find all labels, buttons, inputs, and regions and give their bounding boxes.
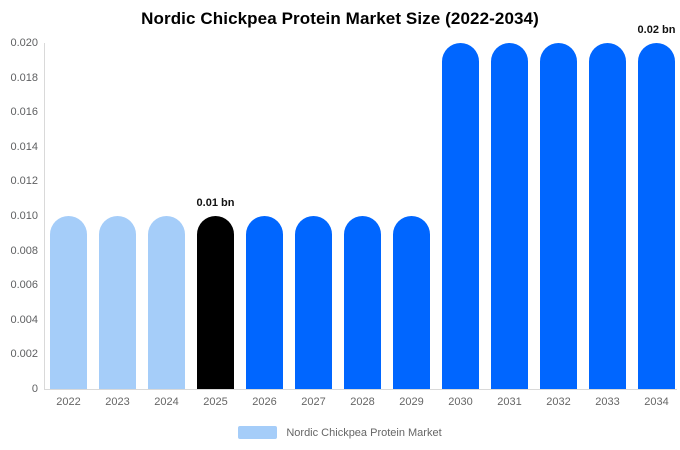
bar-2032[interactable]: [540, 43, 577, 389]
x-tick-2023: 2023: [105, 396, 130, 408]
legend-label: Nordic Chickpea Protein Market: [286, 426, 442, 439]
y-tick-0.018: 0.018: [10, 71, 38, 84]
legend[interactable]: Nordic Chickpea Protein Market: [0, 426, 680, 439]
y-tick-0: 0: [31, 383, 38, 395]
bar-2031[interactable]: [491, 43, 528, 389]
plot-area: 0.020 0.018 0.016 0.014 0.012 0.010 0.008 0.006…: [10, 24, 677, 408]
x-tick-2032: 2032: [546, 396, 571, 408]
x-tick-2022: 2022: [56, 396, 81, 408]
bar-2033[interactable]: [589, 43, 626, 389]
y-tick-0.014: 0.014: [10, 140, 38, 153]
bar-2025[interactable]: [197, 216, 234, 389]
x-tick-2033: 2033: [595, 396, 620, 408]
y-tick-0.002: 0.002: [10, 348, 38, 361]
x-tick-2034: 2034: [644, 396, 669, 408]
y-tick-0.020: 0.020: [10, 37, 38, 49]
bar-2026[interactable]: [246, 216, 283, 389]
y-tick-0.004: 0.004: [10, 313, 38, 326]
bar-2024[interactable]: [148, 216, 185, 389]
y-tick-0.012: 0.012: [10, 175, 38, 188]
y-tick-0.016: 0.016: [10, 106, 38, 119]
legend-swatch-icon: [238, 426, 278, 439]
y-tick-0.006: 0.006: [10, 279, 38, 292]
bar-2028[interactable]: [344, 216, 381, 389]
x-tick-2031: 2031: [497, 396, 522, 408]
x-tick-2027: 2027: [301, 396, 326, 408]
x-tick-2029: 2029: [399, 396, 424, 408]
bar-2029[interactable]: [393, 216, 430, 389]
x-tick-2028: 2028: [350, 396, 375, 408]
y-tick-0.010: 0.010: [10, 210, 38, 222]
value-label-2034: 0.02 bn: [637, 24, 676, 36]
value-label-2025: 0.01 bn: [196, 197, 235, 209]
chart-title: Nordic Chickpea Protein Market Size (202…: [141, 9, 539, 28]
bar-2022[interactable]: [50, 216, 87, 389]
y-tick-0.008: 0.008: [10, 244, 38, 257]
bar-2034[interactable]: [638, 43, 675, 389]
bar-2023[interactable]: [99, 216, 136, 389]
bar-2027[interactable]: [295, 216, 332, 389]
x-tick-2025: 2025: [203, 396, 228, 408]
x-tick-2026: 2026: [252, 396, 277, 408]
bar-2030[interactable]: [442, 43, 479, 389]
x-tick-2030: 2030: [448, 396, 473, 408]
x-tick-2024: 2024: [154, 396, 179, 408]
